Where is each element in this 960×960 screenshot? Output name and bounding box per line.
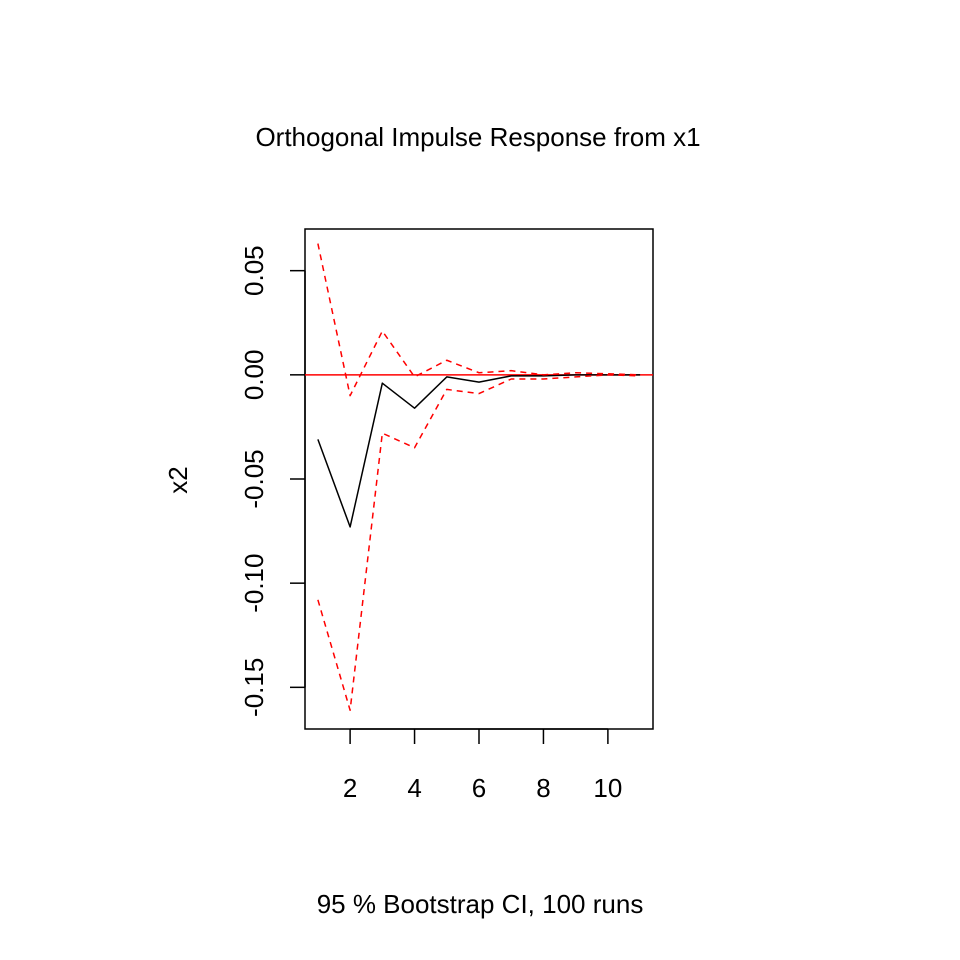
x-tick-label: 4: [407, 773, 421, 803]
chart-subtitle: 95 % Bootstrap CI, 100 runs: [317, 889, 644, 919]
irf-line: [317, 374, 641, 528]
plot-frame: [304, 228, 654, 730]
chart-title: Orthogonal Impulse Response from x1: [255, 122, 700, 152]
y-axis: -0.15 -0.10 -0.05 0.00 0.05: [239, 245, 306, 717]
x-tick-label: 6: [472, 773, 486, 803]
plot-area: [305, 243, 653, 711]
x-tick-label: 8: [536, 773, 550, 803]
y-tick-label: 0.00: [239, 350, 269, 401]
y-tick-label: -0.05: [239, 449, 269, 508]
y-tick-label: -0.15: [239, 658, 269, 717]
y-tick-label: -0.10: [239, 554, 269, 613]
x-tick-label: 2: [343, 773, 357, 803]
y-tick-label: 0.05: [239, 245, 269, 296]
y-axis-label: x2: [163, 466, 193, 493]
lower-line: [317, 374, 641, 711]
upper-line: [317, 243, 641, 397]
x-axis: 2 4 6 8 10: [343, 728, 622, 803]
x-tick-label: 10: [593, 773, 622, 803]
